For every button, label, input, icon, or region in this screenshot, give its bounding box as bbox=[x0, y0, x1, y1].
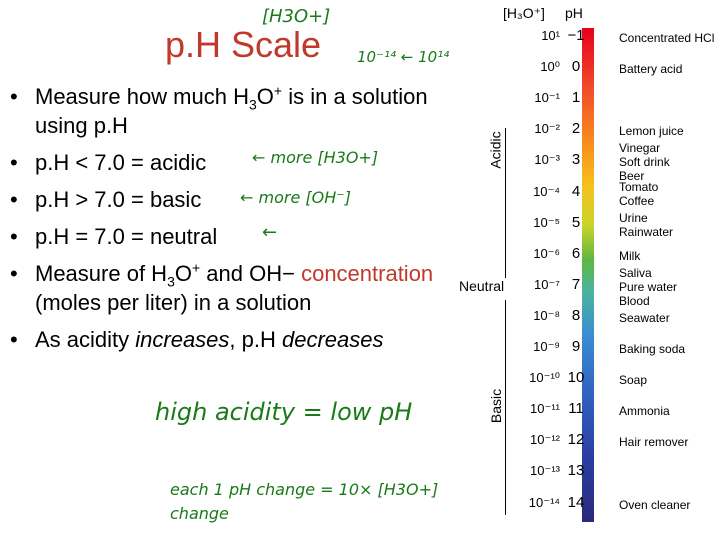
ph-value: 8 bbox=[571, 306, 581, 324]
note-neutral-arrow: ← bbox=[262, 222, 278, 243]
bullet-list: Measure how much H3O+ is in a solution u… bbox=[8, 82, 448, 362]
concentration-label: 10⁻² bbox=[534, 121, 560, 137]
bullet-concentration: Measure of H3O+ and OH− concentration (m… bbox=[8, 259, 448, 317]
note-power: 10⁻¹⁴ ← 10¹⁴ bbox=[357, 48, 450, 66]
ph-value: 9 bbox=[571, 338, 581, 355]
bullet-neutral: p.H = 7.0 = neutral bbox=[8, 222, 448, 251]
ph-scale-diagram: [H₃O⁺] pH Acidic Basic Neutral 10¹ −1 Conc… bbox=[455, 0, 720, 540]
neutral-label: Neutral bbox=[459, 278, 505, 294]
note-more-h3o: ← more [H3O+] bbox=[252, 148, 379, 167]
concentration-label: 10⁻⁸ bbox=[533, 307, 560, 323]
ph-value: 7 bbox=[571, 275, 581, 293]
substance-label: Milk bbox=[619, 248, 641, 263]
bullet-acidic: p.H < 7.0 = acidic bbox=[8, 148, 448, 177]
substance-label: Urine Rainwater bbox=[619, 210, 674, 239]
concentration-label: 10⁻³ bbox=[534, 152, 560, 168]
concentration-label: 10⁻⁴ bbox=[533, 183, 560, 199]
substance-label: Soap bbox=[619, 373, 648, 388]
concentration-label: 10⁰ bbox=[540, 59, 560, 75]
ph-value: 3 bbox=[571, 151, 581, 169]
substance-label: Battery acid bbox=[619, 62, 683, 77]
ph-value: 10 bbox=[567, 369, 585, 387]
concentration-label: 10⁻¹² bbox=[530, 432, 560, 448]
bullet-basic: p.H > 7.0 = basic bbox=[8, 185, 448, 214]
substance-label: Concentrated HCl bbox=[619, 31, 715, 45]
concentration-label: 10⁻¹⁴ bbox=[528, 494, 560, 510]
note-more-oh: ← more [OH⁻] bbox=[240, 188, 351, 207]
concentration-label: 10⁻⁵ bbox=[533, 214, 560, 230]
ph-value: 1 bbox=[571, 89, 581, 107]
ph-value: 0 bbox=[571, 58, 581, 76]
concentration-label: 10⁻¹³ bbox=[530, 463, 560, 479]
substance-label: Baking soda bbox=[619, 342, 686, 356]
ph-value: 5 bbox=[571, 213, 581, 231]
ph-value: 12 bbox=[567, 431, 585, 449]
concentration-label: 10⁻⁶ bbox=[533, 245, 560, 261]
note-ph-change: each 1 pH change = 10× [H3O+] change bbox=[170, 480, 439, 523]
substance-label: Seawater bbox=[619, 310, 670, 325]
header-concentration: [H₃O⁺] bbox=[503, 5, 545, 21]
bullet-acidity-trend: As acidity increases, p.H decreases bbox=[8, 325, 448, 354]
basic-bracket bbox=[505, 300, 506, 515]
substance-label: Saliva Pure water Blood bbox=[619, 265, 678, 308]
ph-value: 13 bbox=[567, 462, 585, 480]
slide-title: p.H Scale bbox=[165, 24, 322, 65]
concentration-label: 10⁻¹⁰ bbox=[529, 370, 560, 386]
concentration-label: 10¹ bbox=[541, 28, 560, 43]
header-ph: pH bbox=[565, 5, 583, 21]
concentration-label: 10⁻⁷ bbox=[533, 276, 560, 292]
ph-value: 6 bbox=[571, 244, 581, 262]
concentration-label: 10⁻¹¹ bbox=[530, 401, 560, 417]
substance-label: Ammonia bbox=[619, 404, 670, 419]
ph-value: 14 bbox=[567, 493, 585, 511]
substance-label: Vinegar Soft drink Beer bbox=[619, 141, 670, 184]
substance-label: Hair remover bbox=[619, 435, 689, 450]
substance-label: Oven cleaner bbox=[619, 497, 691, 512]
substance-label: Lemon juice bbox=[619, 124, 684, 139]
concentration-label: 10⁻⁹ bbox=[533, 339, 560, 354]
ph-color-bar bbox=[582, 28, 594, 522]
concentration-label: 10⁻¹ bbox=[534, 90, 560, 106]
substance-label: Tomato Coffee bbox=[619, 179, 659, 208]
ph-value: 4 bbox=[571, 182, 581, 200]
acidic-bracket bbox=[505, 128, 506, 278]
ph-value: 2 bbox=[571, 120, 581, 138]
bullet-measure: Measure how much H3O+ is in a solution u… bbox=[8, 82, 448, 140]
note-high-acidity: high acidity = low pH bbox=[155, 398, 413, 426]
ph-value: 11 bbox=[568, 400, 584, 418]
ph-value: −1 bbox=[567, 27, 585, 44]
note-title-h3o: [H3O+] bbox=[262, 6, 331, 27]
